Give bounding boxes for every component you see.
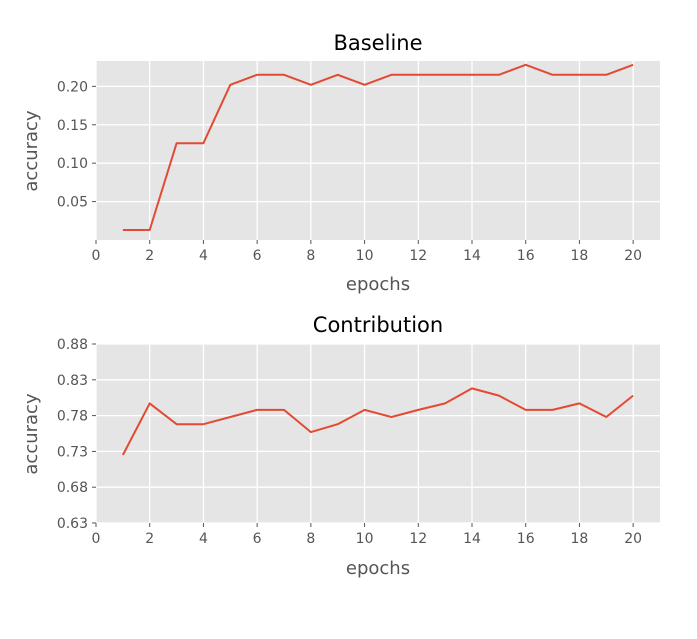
ticks-baseline: 0 2 4 6 8 10 12 14 16 18 20 0.05 0.10 0.15 0.20 <box>57 79 642 264</box>
y-tick-label: 0.63 <box>57 516 88 532</box>
x-tick-label: 14 <box>463 531 481 547</box>
y-axis-label-baseline: accuracy <box>21 110 42 192</box>
subplot-baseline: 0 2 4 6 8 10 12 14 16 18 20 0.05 0.10 0.15 0.20 Baseli… <box>21 31 660 295</box>
y-tick-label: 0.05 <box>57 195 88 211</box>
x-tick-label: 0 <box>92 531 101 547</box>
series-line <box>122 63 634 231</box>
y-tick-label: 0.88 <box>57 337 88 353</box>
x-tick-label: 20 <box>624 531 642 547</box>
x-tick-label: 12 <box>409 248 427 264</box>
x-tick-label: 0 <box>92 248 101 264</box>
x-tick-label: 16 <box>517 248 535 264</box>
chart-title-contribution: Contribution <box>313 313 443 337</box>
x-tick-label: 8 <box>306 248 315 264</box>
x-tick-label: 10 <box>356 531 374 547</box>
y-tick-label: 0.10 <box>57 156 88 172</box>
subplot-contribution: 0 2 4 6 8 10 12 14 16 18 20 0.63 0.68 0.73 0.78 0.83 0.8… <box>21 313 660 579</box>
y-tick-label: 0.83 <box>57 373 88 389</box>
ticks-contribution: 0 2 4 6 8 10 12 14 16 18 20 0.63 0.68 0.73 0.78 0.83 0.8… <box>57 337 642 547</box>
gridlines-baseline <box>95 61 660 240</box>
x-tick-label: 6 <box>253 248 262 264</box>
x-tick-label: 12 <box>409 531 427 547</box>
plot-area-contribution <box>96 344 660 523</box>
x-tick-label: 18 <box>571 248 589 264</box>
chart-title-baseline: Baseline <box>333 31 422 55</box>
plot-area-baseline <box>96 61 660 240</box>
x-tick-label: 8 <box>306 531 315 547</box>
y-tick-label: 0.68 <box>57 480 88 496</box>
x-axis-label-contribution: epochs <box>346 558 410 579</box>
x-tick-label: 2 <box>145 248 154 264</box>
x-tick-label: 2 <box>145 531 154 547</box>
x-tick-label: 6 <box>253 531 262 547</box>
x-tick-label: 20 <box>624 248 642 264</box>
x-axis-label-baseline: epochs <box>346 274 410 295</box>
x-tick-label: 16 <box>517 531 535 547</box>
gridlines-contribution <box>95 343 660 524</box>
y-tick-label: 0.20 <box>57 79 88 95</box>
series-contribution <box>122 387 634 456</box>
x-tick-label: 4 <box>199 248 208 264</box>
y-tick-label: 0.73 <box>57 444 88 460</box>
x-tick-label: 4 <box>199 531 208 547</box>
series-line <box>122 387 634 456</box>
y-tick-label: 0.15 <box>57 118 88 134</box>
x-tick-label: 14 <box>463 248 481 264</box>
x-tick-label: 18 <box>571 531 589 547</box>
y-axis-label-contribution: accuracy <box>21 393 42 475</box>
x-tick-label: 10 <box>356 248 374 264</box>
y-tick-label: 0.78 <box>57 409 88 425</box>
series-baseline <box>122 63 634 231</box>
